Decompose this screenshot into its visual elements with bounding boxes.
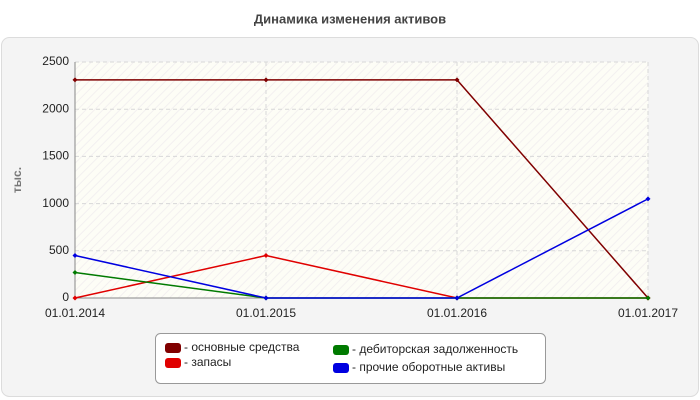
series-line [74, 198, 649, 299]
point [72, 253, 78, 259]
legend-label: - запасы [184, 355, 231, 369]
point [72, 77, 78, 83]
point [263, 77, 269, 83]
x-tick-label: 01.01.2015 [236, 306, 296, 320]
x-tick-label: 01.01.2014 [45, 306, 105, 320]
legend-label: - основные средства [184, 340, 300, 354]
legend-label: - дебиторская задолженность [352, 342, 518, 356]
legend-swatch [165, 358, 181, 368]
point [263, 295, 269, 301]
x-tick-label: 01.01.2017 [618, 306, 678, 320]
y-tick-label: 1500 [42, 149, 69, 163]
point [263, 253, 269, 259]
y-tick-label: 500 [49, 243, 69, 257]
y-tick-label: 0 [62, 290, 69, 304]
chart-title: Динамика изменения активов [254, 11, 446, 26]
series-line [75, 79, 649, 299]
legend-swatch [165, 343, 181, 353]
legend [155, 333, 546, 384]
x-tick-label: 01.01.2016 [427, 306, 487, 320]
y-axis-label: тыс. [10, 167, 24, 193]
y-tick-label: 1000 [42, 196, 69, 210]
point [454, 77, 460, 83]
legend-swatch [333, 345, 349, 355]
plot-area [75, 62, 648, 298]
legend-label: - прочие оборотные активы [352, 360, 505, 374]
point [72, 295, 78, 301]
point [645, 196, 651, 202]
point [72, 270, 78, 276]
y-tick-label: 2500 [42, 54, 69, 68]
y-tick-label: 2000 [42, 101, 69, 115]
point [454, 295, 460, 301]
point [645, 295, 651, 301]
legend-swatch [333, 363, 349, 373]
